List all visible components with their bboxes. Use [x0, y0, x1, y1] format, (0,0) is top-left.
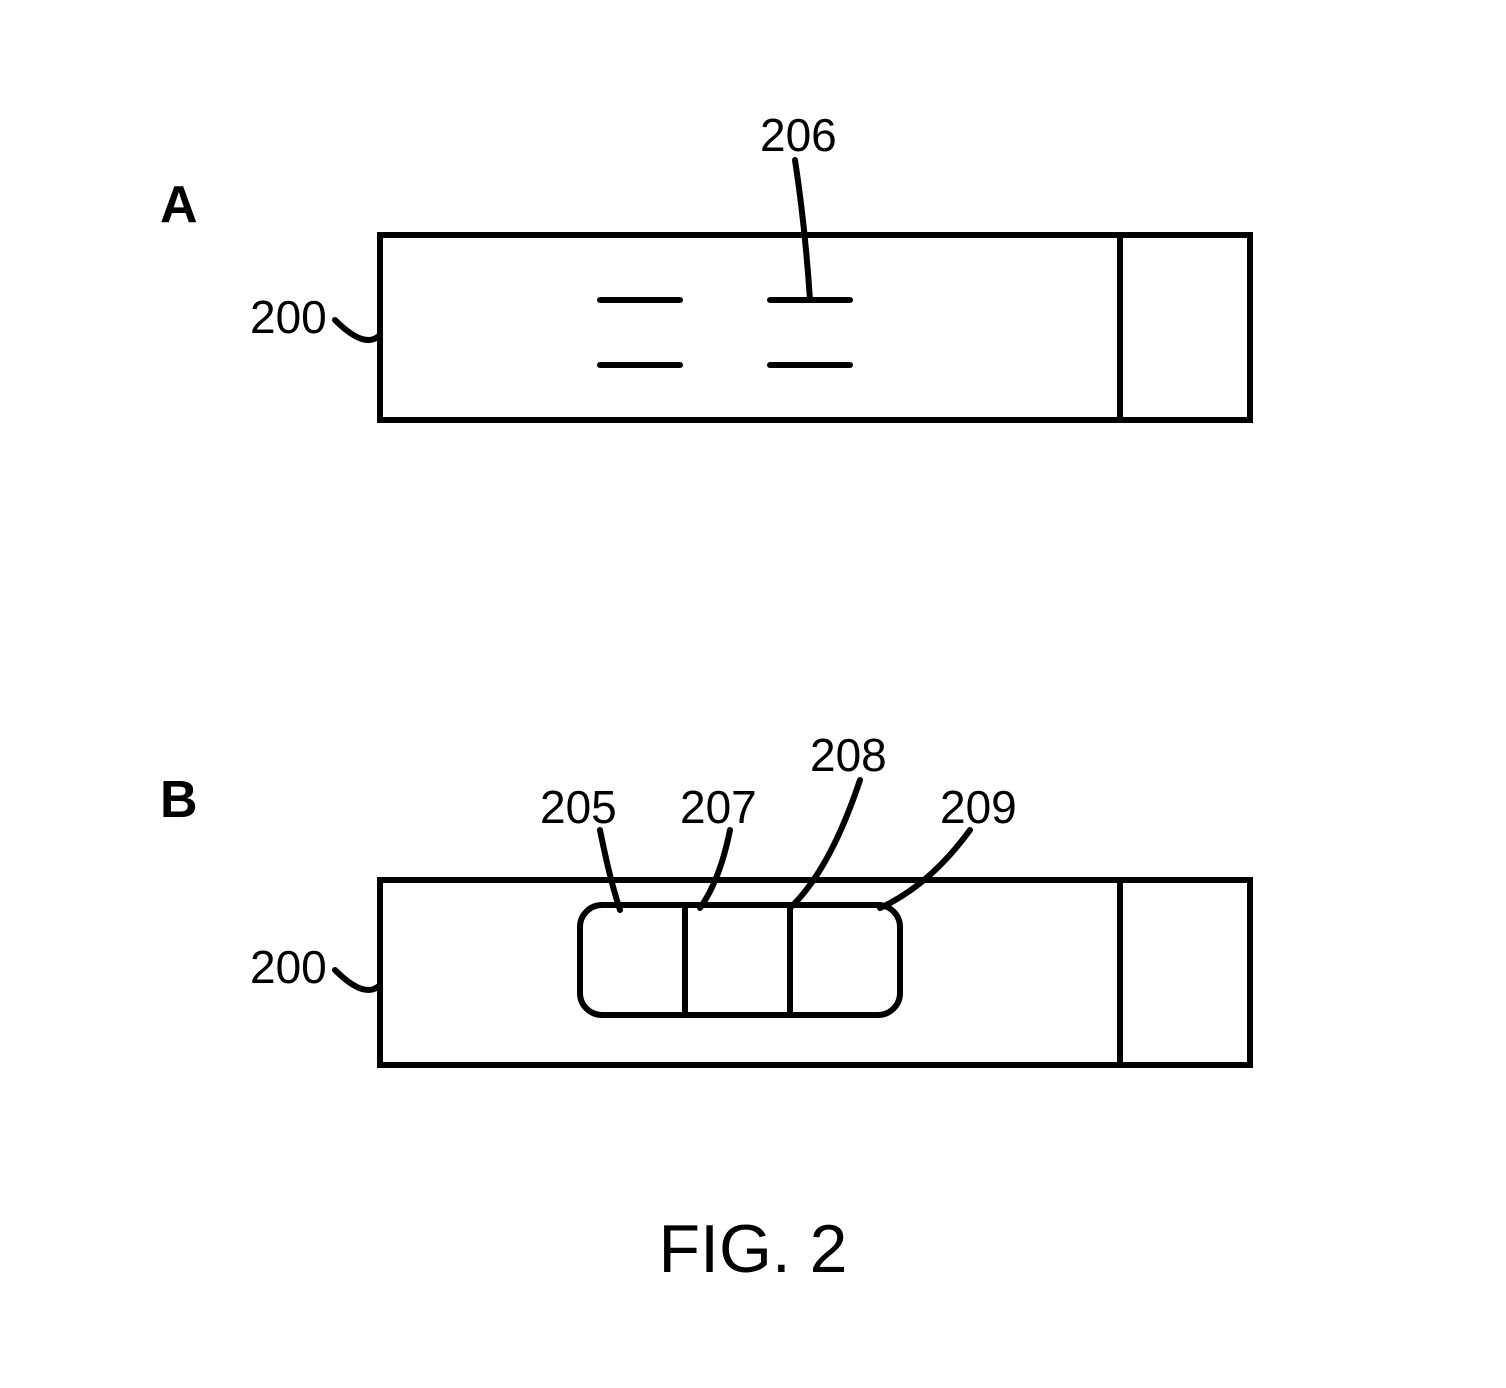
ref-208-label: 208: [810, 728, 887, 782]
ref-205-label: 205: [540, 780, 617, 834]
panel-b-label: B: [160, 770, 198, 830]
ref-200b-label: 200: [250, 940, 327, 994]
ref-200a-label: 200: [250, 290, 327, 344]
ref-206-label: 206: [760, 108, 837, 162]
ref-209-label: 209: [940, 780, 1017, 834]
panel-a-label: A: [160, 175, 198, 235]
ref-207-label: 207: [680, 780, 757, 834]
diagram-svg: [0, 0, 1506, 1388]
figure-caption: FIG. 2: [0, 1210, 1506, 1288]
